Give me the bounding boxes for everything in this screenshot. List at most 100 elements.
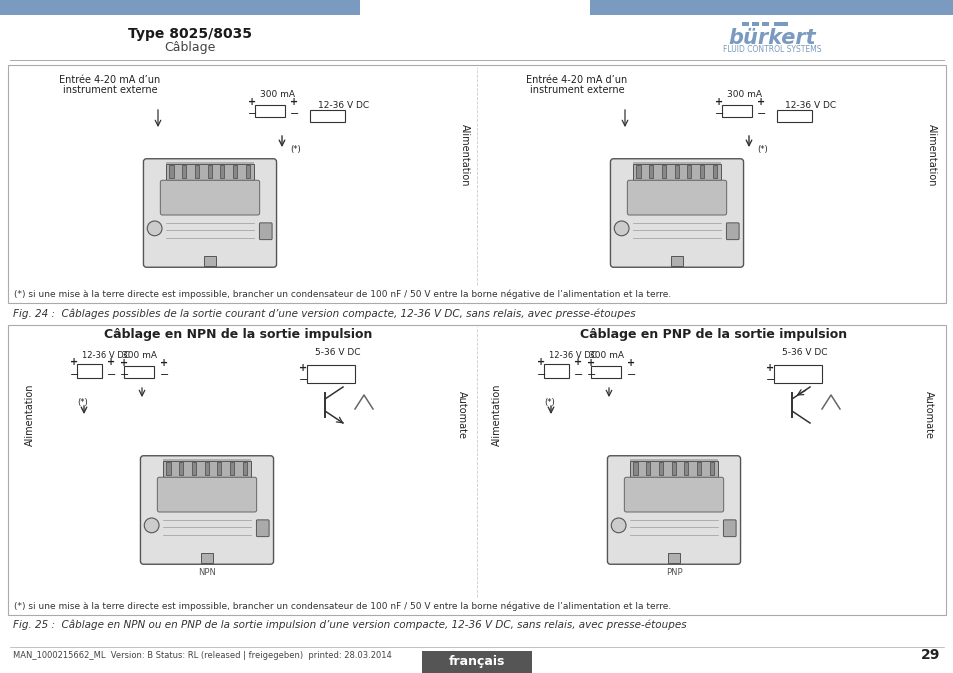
Bar (217, 462, 221, 475)
Text: Alimentation: Alimentation (25, 384, 35, 446)
Text: Entrée 4-20 mA d’un: Entrée 4-20 mA d’un (526, 75, 627, 85)
Bar (671, 462, 675, 475)
Bar (632, 164, 720, 180)
Circle shape (611, 518, 625, 533)
Text: (*) si une mise à la terre directe est impossible, brancher un condensateur de 1: (*) si une mise à la terre directe est i… (14, 289, 671, 299)
Text: 5-36 V DC: 5-36 V DC (781, 348, 826, 357)
Text: Automate: Automate (456, 391, 467, 439)
Text: 12-36 V DC: 12-36 V DC (548, 351, 596, 360)
Text: −: − (120, 370, 130, 380)
Text: +: + (70, 357, 78, 367)
Bar (629, 459, 718, 461)
Text: français: français (448, 656, 505, 668)
FancyBboxPatch shape (256, 520, 269, 536)
Bar (645, 462, 650, 475)
Circle shape (147, 221, 162, 236)
Bar (636, 165, 639, 178)
Bar (543, 364, 568, 378)
Bar (194, 165, 199, 178)
Bar (667, 553, 679, 563)
Text: +: + (160, 358, 168, 368)
Bar (761, 22, 768, 26)
FancyBboxPatch shape (722, 520, 736, 536)
Text: +: + (248, 97, 255, 107)
Text: (*): (*) (757, 145, 767, 154)
FancyBboxPatch shape (157, 477, 256, 512)
Text: −: − (537, 370, 546, 380)
Text: (*): (*) (77, 398, 88, 407)
Text: +: + (757, 97, 764, 107)
Text: −: − (765, 375, 775, 385)
Bar (589, 0, 953, 15)
Bar (230, 462, 233, 475)
Text: Automate: Automate (923, 391, 933, 439)
Bar (590, 366, 620, 378)
Text: 300 mA: 300 mA (122, 351, 157, 360)
Bar (674, 165, 678, 178)
Bar (182, 165, 186, 178)
Bar (201, 553, 213, 563)
Text: 12-36 V DC: 12-36 V DC (784, 101, 835, 110)
Text: −: − (70, 370, 79, 380)
Bar (697, 462, 700, 475)
Bar (751, 22, 759, 26)
Bar (77, 364, 102, 378)
Bar (741, 22, 748, 26)
Bar (633, 462, 637, 475)
Circle shape (144, 518, 159, 533)
Text: Entrée 4-20 mA d’un: Entrée 4-20 mA d’un (59, 75, 160, 85)
FancyBboxPatch shape (610, 159, 742, 267)
Bar (192, 462, 195, 475)
Bar (179, 462, 183, 475)
Text: +: + (714, 97, 722, 107)
FancyBboxPatch shape (627, 180, 726, 215)
FancyBboxPatch shape (725, 223, 739, 240)
Bar (773, 365, 821, 383)
Text: (*): (*) (543, 398, 554, 407)
Bar (686, 165, 691, 178)
Bar (661, 165, 665, 178)
Text: Alimentation: Alimentation (926, 124, 936, 186)
Text: Fig. 25 :  Câblage en NPN ou en PNP de la sortie impulsion d’une version compact: Fig. 25 : Câblage en NPN ou en PNP de la… (13, 620, 686, 630)
Text: −: − (160, 370, 170, 380)
FancyBboxPatch shape (143, 159, 276, 267)
FancyBboxPatch shape (160, 180, 259, 215)
Bar (307, 365, 355, 383)
Bar (683, 462, 688, 475)
Bar (165, 164, 254, 180)
Text: instrument externe: instrument externe (63, 85, 157, 95)
Text: PNP: PNP (665, 568, 681, 577)
Text: Câblage en PNP de la sortie impulsion: Câblage en PNP de la sortie impulsion (579, 328, 846, 341)
FancyBboxPatch shape (140, 456, 274, 564)
Text: −: − (298, 375, 308, 385)
Text: +: + (537, 357, 544, 367)
Bar (776, 110, 811, 122)
Bar (162, 461, 252, 477)
Bar (220, 165, 224, 178)
Text: +: + (765, 363, 773, 373)
Text: +: + (120, 358, 128, 368)
Text: Fig. 24 :  Câblages possibles de la sortie courant d’une version compacte, 12-36: Fig. 24 : Câblages possibles de la sorti… (13, 308, 635, 319)
Text: +: + (626, 358, 635, 368)
Text: −: − (290, 109, 299, 119)
Bar (648, 165, 653, 178)
Bar (659, 462, 662, 475)
Text: Type 8025/8035: Type 8025/8035 (128, 27, 252, 41)
Text: 300 mA: 300 mA (260, 90, 295, 99)
Text: −: − (574, 370, 583, 380)
Text: (*): (*) (290, 145, 300, 154)
FancyBboxPatch shape (623, 477, 723, 512)
Bar (721, 105, 751, 117)
Bar (629, 461, 718, 477)
Text: 300 mA: 300 mA (727, 90, 761, 99)
Text: +: + (107, 357, 115, 367)
Bar (671, 256, 682, 267)
Bar (254, 105, 285, 117)
Text: Câblage: Câblage (164, 42, 215, 55)
Bar (124, 366, 153, 378)
Bar (242, 462, 247, 475)
Bar (712, 165, 716, 178)
Text: Alimentation: Alimentation (459, 124, 470, 186)
Text: FLUID CONTROL SYSTEMS: FLUID CONTROL SYSTEMS (722, 46, 821, 55)
Circle shape (614, 221, 628, 236)
